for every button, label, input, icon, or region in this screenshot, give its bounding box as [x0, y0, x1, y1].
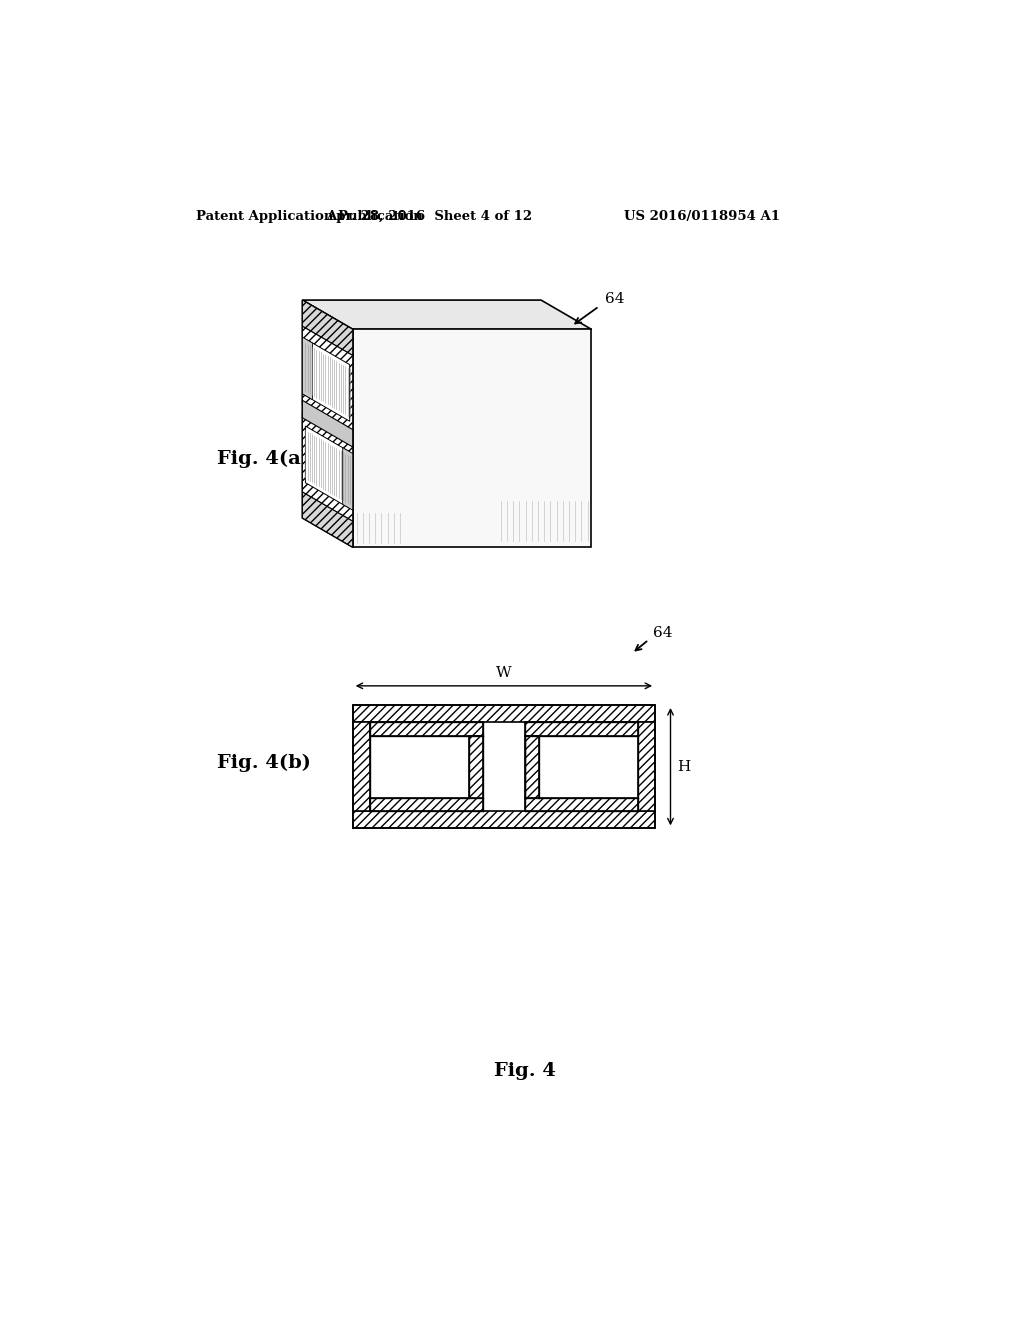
- Text: Fig. 4: Fig. 4: [494, 1061, 556, 1080]
- Text: Apr. 28, 2016  Sheet 4 of 12: Apr. 28, 2016 Sheet 4 of 12: [326, 210, 531, 223]
- Polygon shape: [302, 337, 312, 400]
- Polygon shape: [302, 413, 352, 521]
- Text: W: W: [496, 665, 512, 680]
- Polygon shape: [352, 330, 592, 548]
- Polygon shape: [638, 722, 655, 812]
- Text: Fig. 4(a): Fig. 4(a): [217, 450, 310, 467]
- Polygon shape: [352, 705, 655, 722]
- Polygon shape: [525, 737, 540, 797]
- Polygon shape: [525, 797, 638, 812]
- Polygon shape: [302, 300, 352, 355]
- Polygon shape: [302, 400, 352, 447]
- Text: Fig. 4(b): Fig. 4(b): [217, 754, 311, 772]
- Polygon shape: [305, 426, 350, 508]
- Polygon shape: [370, 797, 482, 812]
- Polygon shape: [302, 300, 352, 548]
- Text: H: H: [677, 760, 690, 774]
- Polygon shape: [302, 492, 352, 548]
- Polygon shape: [525, 722, 638, 737]
- Polygon shape: [302, 300, 592, 330]
- Text: US 2016/0118954 A1: US 2016/0118954 A1: [624, 210, 780, 223]
- Polygon shape: [305, 339, 350, 421]
- Text: 64: 64: [604, 292, 624, 306]
- Polygon shape: [352, 722, 370, 812]
- Polygon shape: [352, 812, 655, 829]
- Polygon shape: [469, 737, 482, 797]
- Polygon shape: [343, 447, 352, 511]
- Text: 64: 64: [653, 627, 673, 640]
- Polygon shape: [302, 326, 352, 434]
- Text: Patent Application Publication: Patent Application Publication: [197, 210, 423, 223]
- Polygon shape: [370, 722, 482, 737]
